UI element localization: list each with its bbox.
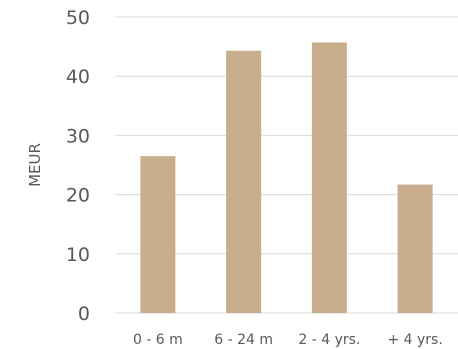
y-tick-label: 0 bbox=[78, 303, 90, 325]
y-axis-label: MEUR bbox=[26, 143, 44, 187]
y-tick-label: 20 bbox=[66, 185, 90, 207]
x-tick-label: 6 - 24 m bbox=[214, 332, 273, 348]
x-tick-label: 0 - 6 m bbox=[133, 332, 183, 348]
bar-1 bbox=[226, 50, 262, 314]
bar-0 bbox=[140, 156, 176, 313]
y-tick-label: 40 bbox=[66, 66, 90, 88]
x-tick-label: + 4 yrs. bbox=[387, 332, 442, 348]
y-axis-ticks: 0 10 20 30 40 50 bbox=[66, 7, 90, 325]
x-axis-ticks: 0 - 6 m 6 - 24 m 2 - 4 yrs. + 4 yrs. bbox=[133, 332, 443, 348]
bar-2 bbox=[311, 42, 347, 314]
bar-3 bbox=[397, 184, 433, 313]
y-tick-label: 30 bbox=[66, 125, 90, 147]
x-tick-label: 2 - 4 yrs. bbox=[298, 332, 360, 348]
y-tick-label: 50 bbox=[66, 7, 90, 29]
y-tick-label: 10 bbox=[66, 244, 90, 266]
bars bbox=[140, 42, 433, 314]
